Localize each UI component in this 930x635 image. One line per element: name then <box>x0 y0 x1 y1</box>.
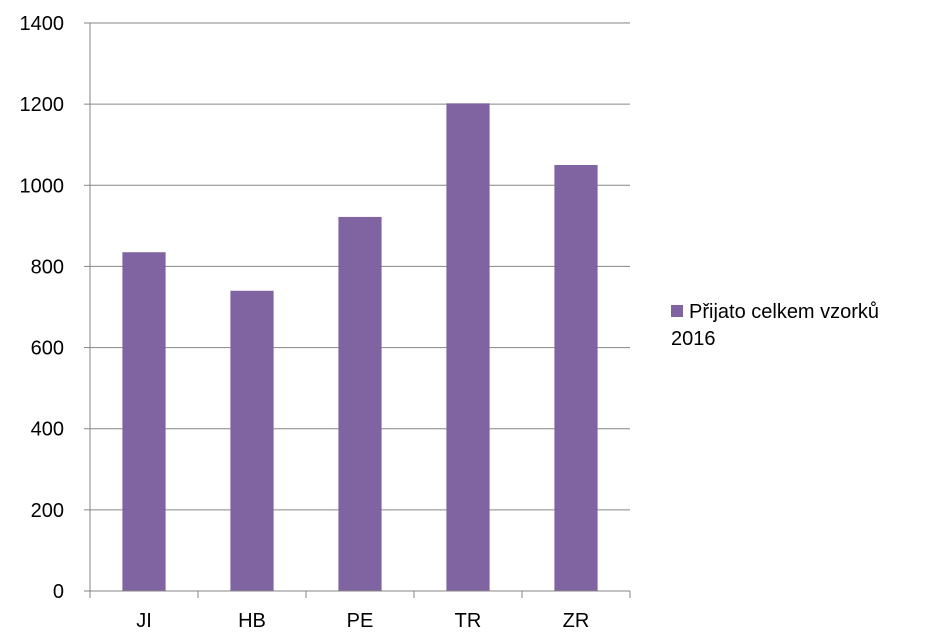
x-tick-label: JI <box>136 610 152 632</box>
y-tick-label: 600 <box>31 338 64 360</box>
x-tick-label: TR <box>455 610 482 632</box>
y-tick-label: 1200 <box>20 94 65 116</box>
x-tick-label: HB <box>238 610 266 632</box>
axes <box>84 22 631 598</box>
y-tick-label: 200 <box>31 500 64 522</box>
bar-zr <box>554 165 598 591</box>
legend-swatch <box>671 305 683 317</box>
legend-label: Přijato celkem vzorků 2016 <box>671 301 880 350</box>
legend: Přijato celkem vzorků 2016 <box>671 299 926 353</box>
bars <box>122 103 598 592</box>
bar-pe <box>338 216 382 591</box>
y-tick-label: 400 <box>31 419 64 441</box>
y-tick-label: 800 <box>31 256 64 278</box>
bar-tr <box>446 103 490 592</box>
x-tick-label: ZR <box>563 610 590 632</box>
y-tick-label: 1000 <box>20 175 65 197</box>
x-tick-label: PE <box>347 610 374 632</box>
bar-ji <box>122 252 166 591</box>
y-tick-label: 1400 <box>20 13 65 35</box>
bar-hb <box>230 290 274 591</box>
y-tick-label: 0 <box>53 581 64 603</box>
tick-labels: 0 200 400 600 800 1000 1200 1400 JI HB PE TR ZR <box>20 13 590 632</box>
